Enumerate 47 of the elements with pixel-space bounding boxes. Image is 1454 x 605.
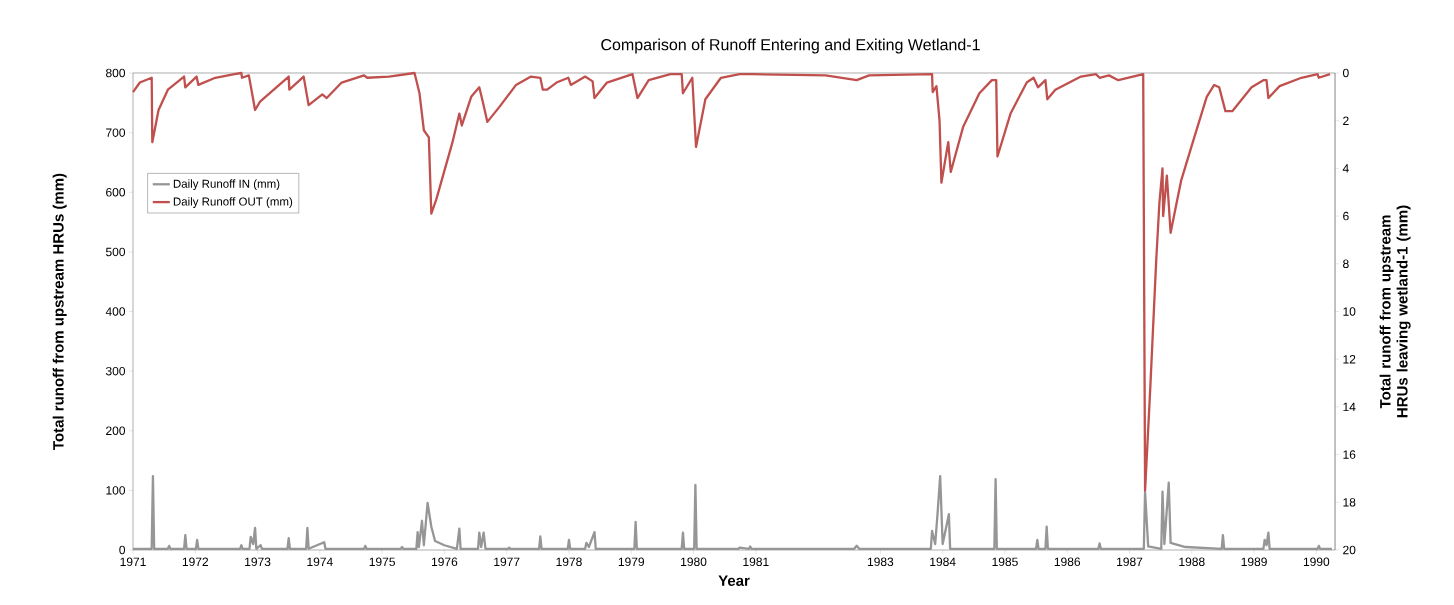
y-tick-label: 400 bbox=[105, 307, 126, 316]
x-tick-label: 1980 bbox=[681, 557, 707, 567]
x-tick-label: 1981 bbox=[743, 557, 769, 567]
y-tick-label: 200 bbox=[106, 426, 126, 436]
x-tick-label: 1986 bbox=[1054, 557, 1081, 567]
y2-tick-label: 12 bbox=[1343, 355, 1356, 364]
x-tick-label: 1984 bbox=[930, 557, 956, 567]
y2-tick-label: 4 bbox=[1342, 164, 1349, 173]
y2-tick-label: 14 bbox=[1343, 402, 1356, 412]
x-tick-label: 1978 bbox=[556, 557, 582, 567]
y-axis-title: Total runoff from upstream HRUs (mm) bbox=[52, 173, 67, 450]
y2-tick-label: 10 bbox=[1343, 307, 1356, 316]
y2-tick-label: 18 bbox=[1343, 498, 1356, 507]
x-tick-label: 1973 bbox=[245, 557, 271, 567]
y2-tick-label: 8 bbox=[1343, 259, 1349, 269]
x-tick-label: 1974 bbox=[307, 557, 333, 567]
y2-tick-label: 20 bbox=[1343, 545, 1356, 555]
x-axis-title: Year bbox=[718, 575, 750, 586]
legend-label: Daily Runoff IN (mm) bbox=[173, 179, 280, 191]
x-tick-label: 1990 bbox=[1303, 557, 1330, 567]
y2-tick-label: 6 bbox=[1343, 211, 1349, 221]
x-tick-label: 1985 bbox=[992, 557, 1018, 567]
x-tick-label: 1983 bbox=[867, 557, 894, 567]
x-tick-label: 1971 bbox=[120, 557, 146, 567]
legend-label: Daily Runoff OUT (mm) bbox=[173, 197, 293, 208]
chart-title: Comparison of Runoff Entering and Exiting Wetland-1 bbox=[601, 38, 980, 54]
x-tick-label: 1987 bbox=[1117, 557, 1143, 567]
y-tick-label: 100 bbox=[106, 486, 126, 495]
x-tick-label: 1989 bbox=[1241, 557, 1267, 567]
x-tick-label: 1976 bbox=[431, 557, 458, 567]
y-tick-label: 700 bbox=[106, 128, 126, 137]
y-tick-label: 0 bbox=[119, 545, 126, 555]
y-tick-label: 800 bbox=[106, 68, 126, 78]
y-tick-label: 300 bbox=[105, 366, 126, 376]
y2-tick-label: 2 bbox=[1343, 116, 1349, 125]
y2-tick-label: 0 bbox=[1342, 68, 1349, 78]
y-tick-label: 500 bbox=[105, 247, 126, 257]
x-tick-label: 1988 bbox=[1179, 557, 1205, 567]
x-tick-label: 1975 bbox=[369, 557, 395, 567]
x-tick-label: 1972 bbox=[182, 557, 209, 567]
line-series bbox=[131, 474, 1334, 550]
line-series bbox=[131, 71, 1332, 492]
y2-axis-title: Total runoff from upstream HRUs leaving wetland-1 (mm) bbox=[1379, 205, 1411, 418]
x-tick-label: 1977 bbox=[494, 557, 520, 567]
x-tick-label: 1979 bbox=[618, 557, 645, 567]
y2-tick-label: 16 bbox=[1343, 450, 1356, 459]
y-tick-label: 600 bbox=[106, 188, 126, 197]
